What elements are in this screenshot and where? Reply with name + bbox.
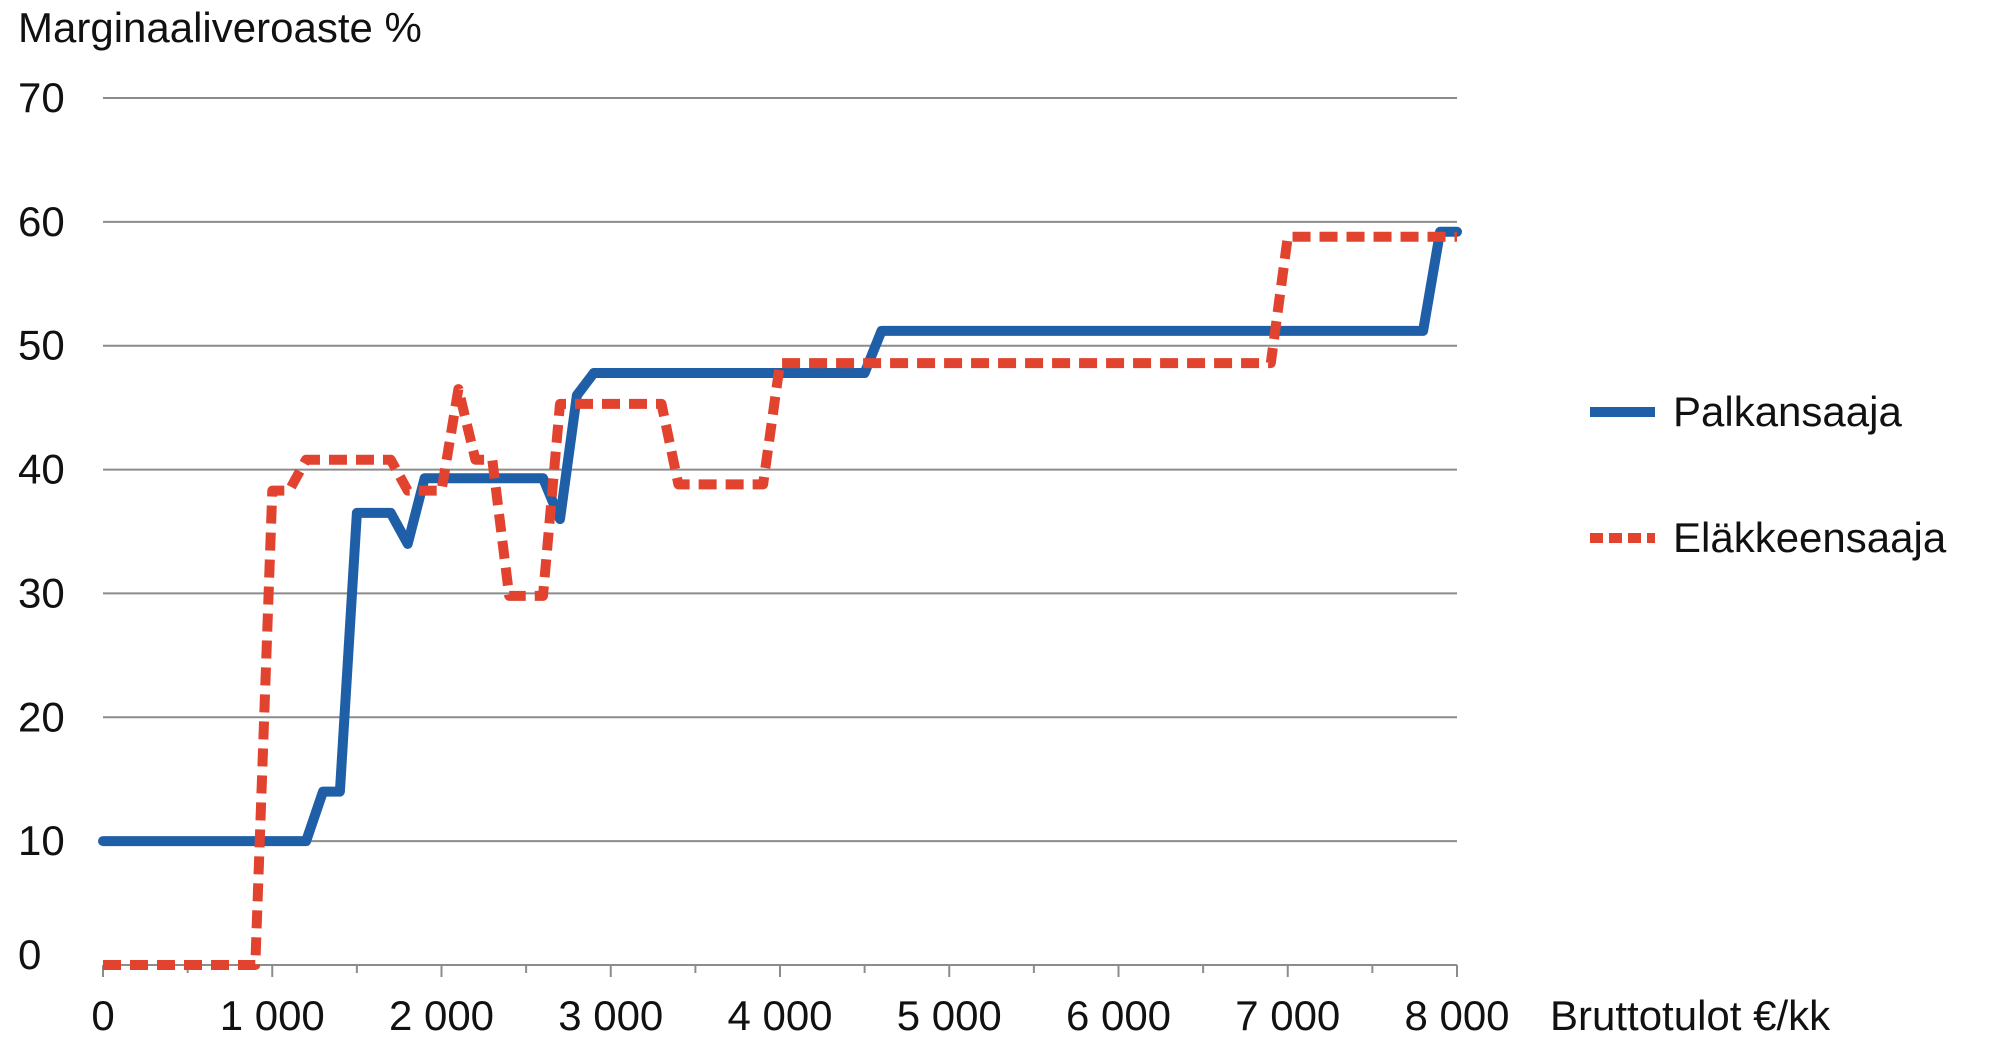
series-line-palkansaaja <box>98 226 1462 847</box>
y-tick-label: 0 <box>18 931 41 978</box>
x-tick-label: 8 000 <box>1404 992 1509 1037</box>
legend-label: Palkansaaja <box>1673 388 1902 435</box>
y-tick-label: 70 <box>18 74 65 121</box>
x-tick-label: 2 000 <box>389 992 494 1037</box>
x-tick-label: 4 000 <box>727 992 832 1037</box>
y-tick-label: 30 <box>18 569 65 616</box>
series-line-elakkeensaaja <box>103 231 1457 970</box>
y-axis-title: Marginaaliveroaste % <box>18 4 422 51</box>
axis-layer: 0 10 20 30 40 50 60 70 0 1 000 2 000 3 000 4 000 5 00… <box>18 74 1510 1039</box>
x-tick-label: 3 000 <box>558 992 663 1037</box>
series-layer <box>98 226 1462 970</box>
x-tick-label: 7 000 <box>1235 992 1340 1037</box>
grid-layer <box>103 97 1457 843</box>
x-tick-label: 1 000 <box>220 992 325 1037</box>
x-tick-label: 5 000 <box>897 992 1002 1037</box>
legend-label: Eläkkeensaaja <box>1673 514 1947 561</box>
x-axis-title: Bruttotulot €/kk <box>1550 992 1831 1037</box>
y-tick-label: 40 <box>18 446 65 493</box>
y-tick-label: 20 <box>18 693 65 740</box>
x-tick-label: 0 <box>91 992 114 1037</box>
y-tick-label: 50 <box>18 322 65 369</box>
y-tick-label: 10 <box>18 817 65 864</box>
y-tick-label: 60 <box>18 198 65 245</box>
x-tick-label: 6 000 <box>1066 992 1171 1037</box>
legend-layer: Palkansaaja Eläkkeensaaja <box>1590 388 1947 561</box>
